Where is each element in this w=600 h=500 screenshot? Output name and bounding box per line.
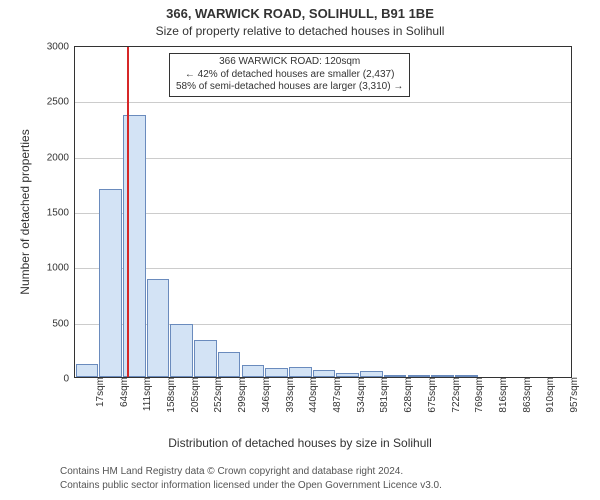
histogram-bar xyxy=(242,365,265,377)
x-tick-label: 158sqm xyxy=(162,377,177,427)
x-tick-label: 863sqm xyxy=(518,377,533,427)
y-tick-label: 2000 xyxy=(47,152,75,163)
x-tick-label: 64sqm xyxy=(115,377,130,427)
x-tick-label: 17sqm xyxy=(91,377,106,427)
x-tick-label: 910sqm xyxy=(541,377,556,427)
footer-line-1: Contains HM Land Registry data © Crown c… xyxy=(60,466,403,477)
plot-area: 05001000150020002500300017sqm64sqm111sqm… xyxy=(74,46,572,378)
x-tick-label: 957sqm xyxy=(565,377,580,427)
annotation-line: 58% of semi-detached houses are larger (… xyxy=(176,81,403,94)
gridline xyxy=(75,158,571,159)
histogram-bar xyxy=(313,370,336,377)
x-tick-label: 675sqm xyxy=(423,377,438,427)
annotation-line: ← 42% of detached houses are smaller (2,… xyxy=(176,69,403,82)
x-tick-label: 487sqm xyxy=(328,377,343,427)
gridline xyxy=(75,268,571,269)
y-tick-label: 1000 xyxy=(47,263,75,274)
y-tick-label: 0 xyxy=(63,374,75,385)
y-tick-label: 3000 xyxy=(47,42,75,53)
x-tick-label: 299sqm xyxy=(233,377,248,427)
x-tick-label: 205sqm xyxy=(186,377,201,427)
histogram-bar xyxy=(170,324,193,377)
y-tick-label: 2500 xyxy=(47,97,75,108)
x-tick-label: 816sqm xyxy=(494,377,509,427)
histogram-bar xyxy=(265,368,288,377)
x-tick-label: 581sqm xyxy=(375,377,390,427)
x-tick-label: 252sqm xyxy=(209,377,224,427)
chart-title-line2: Size of property relative to detached ho… xyxy=(0,24,600,38)
y-tick-label: 500 xyxy=(52,318,75,329)
histogram-bar xyxy=(147,279,170,377)
x-tick-label: 440sqm xyxy=(304,377,319,427)
chart-title-line1: 366, WARWICK ROAD, SOLIHULL, B91 1BE xyxy=(0,6,600,21)
x-tick-label: 628sqm xyxy=(399,377,414,427)
histogram-bar xyxy=(99,189,122,377)
x-tick-label: 769sqm xyxy=(470,377,485,427)
annotation-box: 366 WARWICK ROAD: 120sqm← 42% of detache… xyxy=(169,53,410,97)
gridline xyxy=(75,213,571,214)
marker-line xyxy=(127,47,129,377)
chart-page: 366, WARWICK ROAD, SOLIHULL, B91 1BE Siz… xyxy=(0,0,600,500)
histogram-bar xyxy=(76,364,99,377)
x-tick-label: 346sqm xyxy=(257,377,272,427)
histogram-bar xyxy=(218,352,241,377)
x-tick-label: 111sqm xyxy=(138,377,153,427)
footer-line-2: Contains public sector information licen… xyxy=(60,480,442,491)
y-axis-label: Number of detached properties xyxy=(18,46,32,378)
x-axis-label: Distribution of detached houses by size … xyxy=(0,436,600,450)
histogram-bar xyxy=(194,340,217,377)
gridline xyxy=(75,102,571,103)
annotation-line: 366 WARWICK ROAD: 120sqm xyxy=(176,56,403,69)
x-tick-label: 722sqm xyxy=(447,377,462,427)
x-tick-label: 393sqm xyxy=(281,377,296,427)
x-tick-label: 534sqm xyxy=(352,377,367,427)
y-tick-label: 1500 xyxy=(47,208,75,219)
histogram-bar xyxy=(289,367,312,377)
